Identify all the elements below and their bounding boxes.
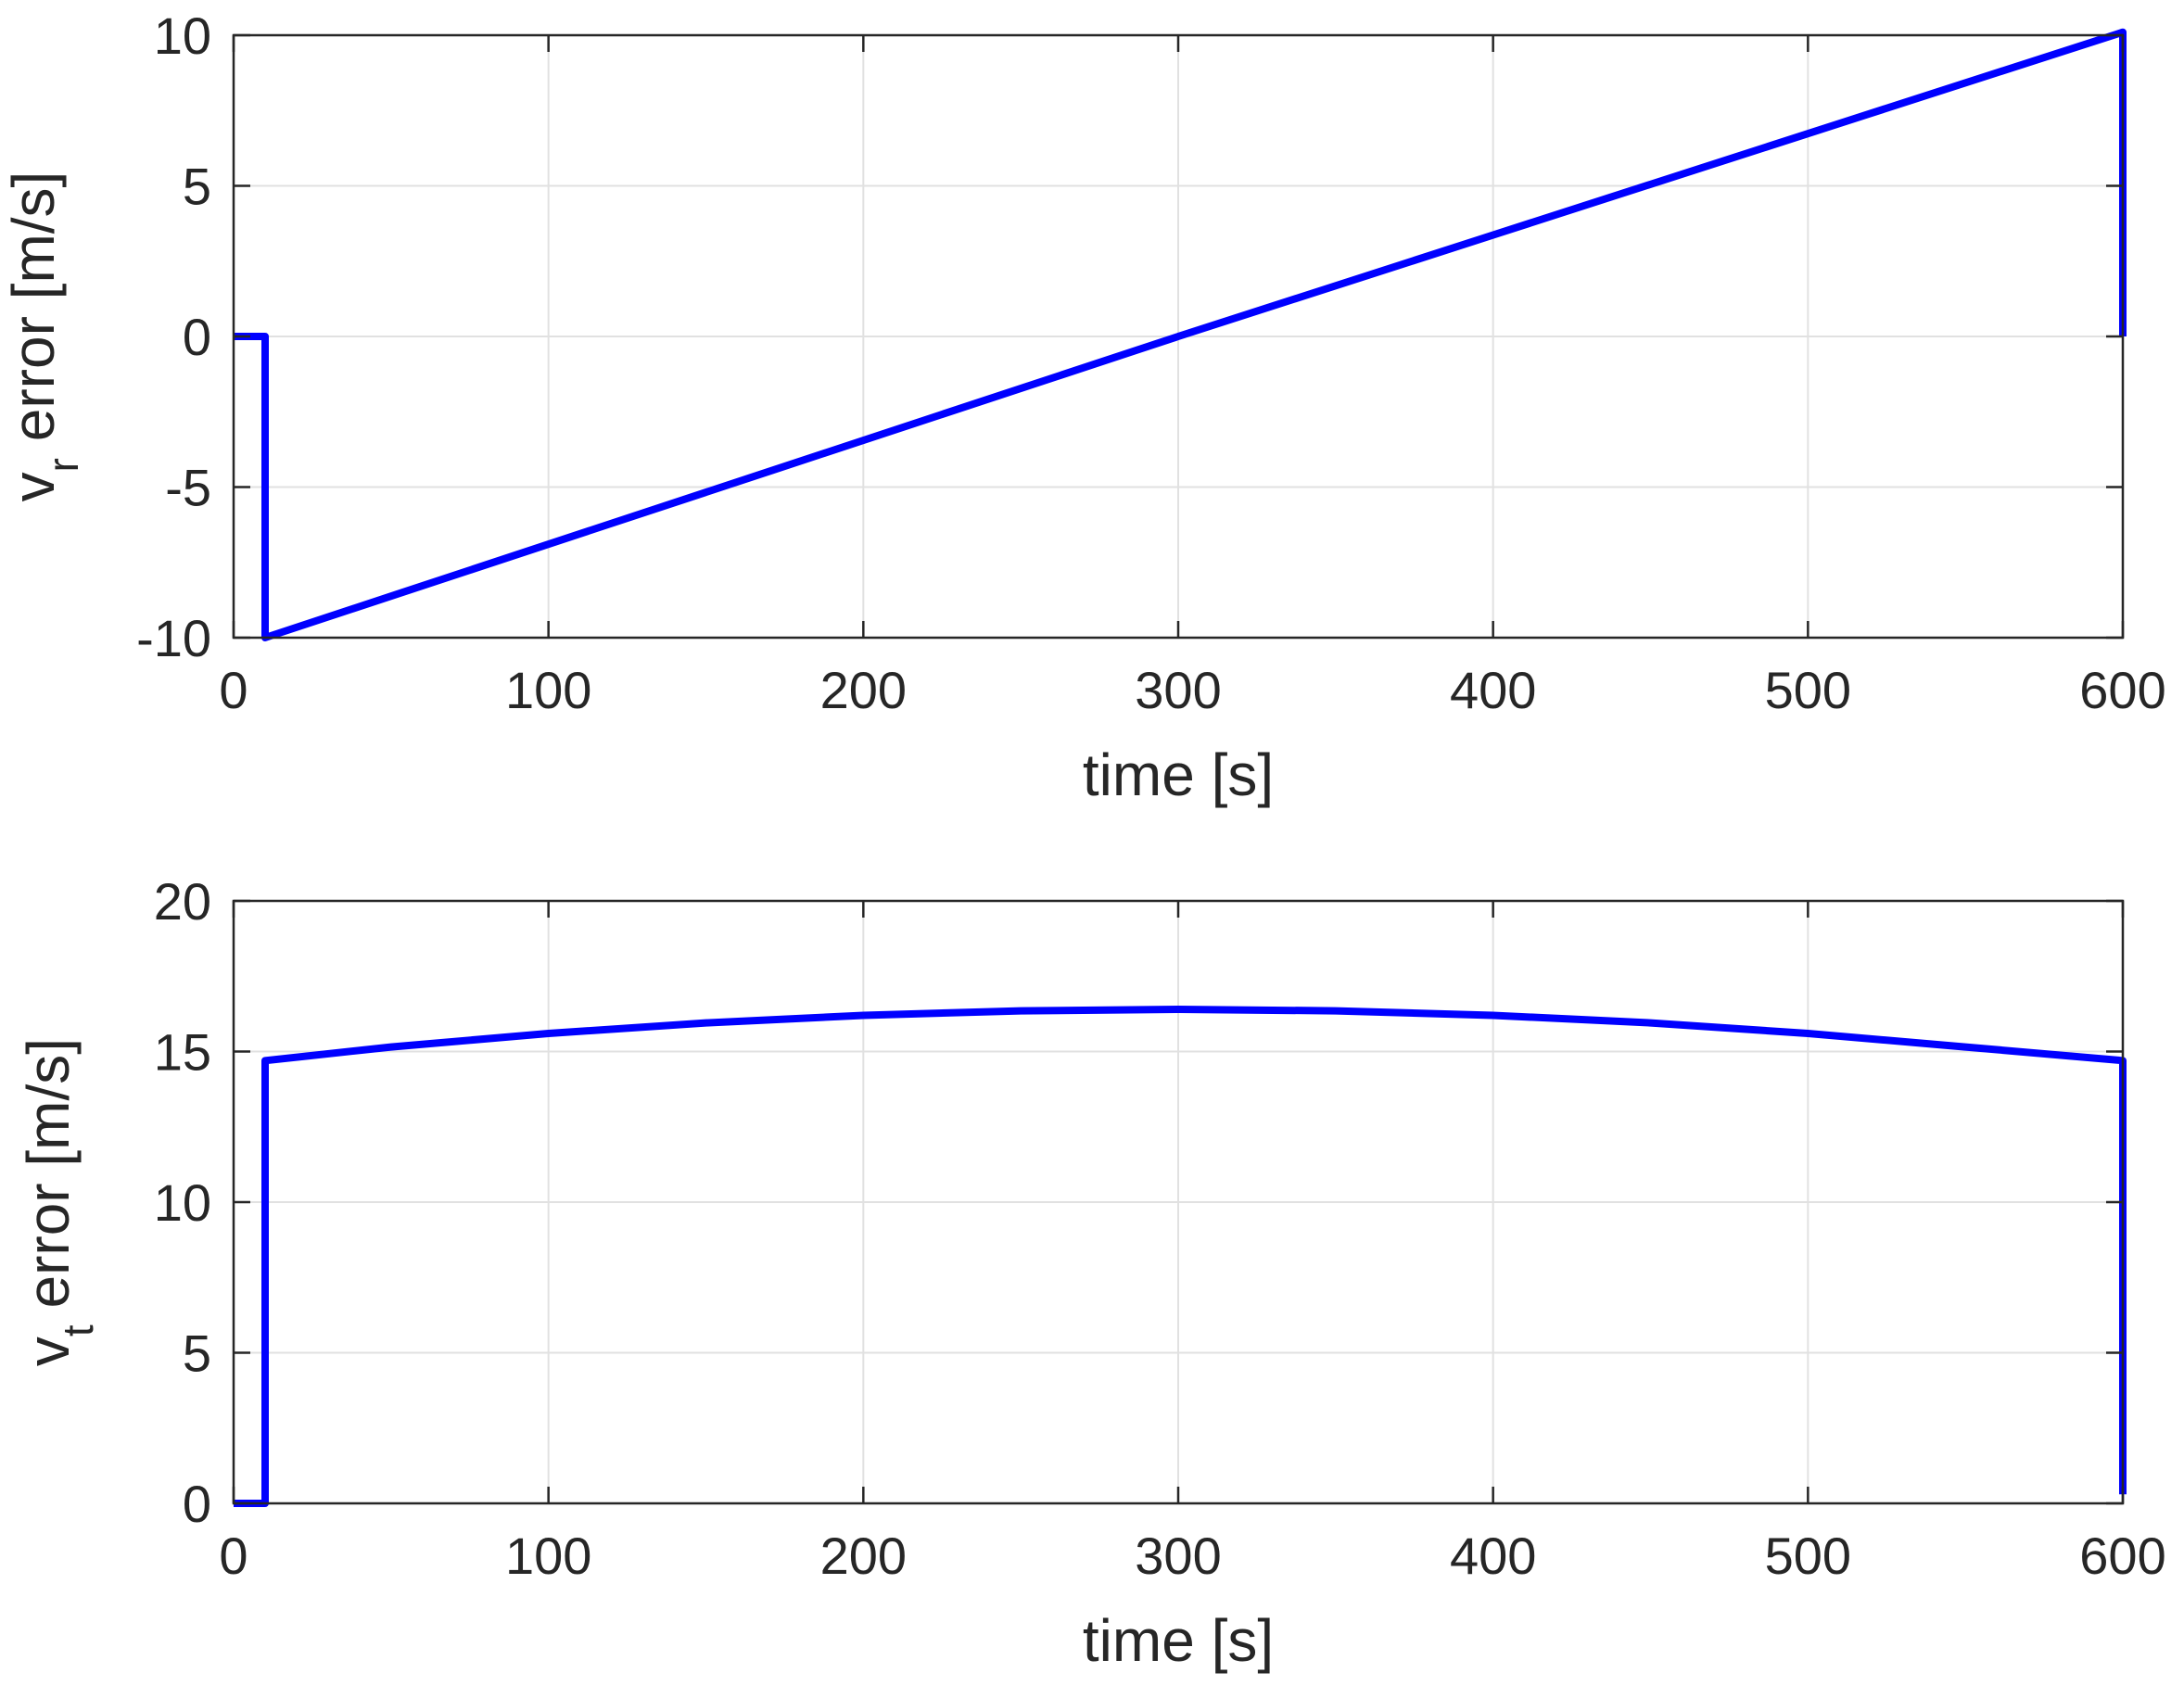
y-axis-label-subscript: t [54, 1324, 102, 1337]
x-tick-label: 400 [1450, 661, 1536, 719]
x-tick-label: 200 [820, 661, 907, 719]
y-axis-label-main: v [0, 472, 67, 501]
x-tick-label: 100 [505, 661, 591, 719]
y-tick-label: 15 [154, 1023, 211, 1082]
y-tick-label: 5 [183, 1324, 211, 1383]
y-tick-label: 20 [154, 872, 211, 931]
y-tick-label: 5 [183, 158, 211, 216]
y-tick-label: 0 [183, 1475, 211, 1533]
y-axis-label-rest: error [m/s] [0, 171, 67, 458]
y-axis-label-subscript: r [39, 458, 87, 472]
y-axis-label: vr error [m/s] [0, 171, 87, 502]
y-axis-label: vt error [m/s] [15, 1038, 102, 1366]
top-chart-vr-error: 0 100 200 300 400 500 600 -10 -5 0 5 10 time [s] vr e… [0, 6, 2166, 808]
y-tick-label: -10 [136, 609, 211, 667]
y-tick-label: 0 [183, 308, 211, 366]
x-tick-label: 0 [219, 661, 248, 719]
x-axis-label: time [s] [1083, 741, 1274, 808]
x-tick-label: 200 [820, 1527, 907, 1585]
x-tick-label: 600 [2079, 1527, 2165, 1585]
y-tick-label: 10 [154, 1173, 211, 1232]
y-tick-label: 10 [154, 6, 211, 65]
x-tick-label: 500 [1765, 1527, 1851, 1585]
x-tick-label: 600 [2079, 661, 2165, 719]
x-tick-label: 0 [219, 1527, 248, 1585]
series-line-0 [234, 1006, 2127, 1507]
y-axis-label-main: v [15, 1337, 82, 1366]
x-tick-label: 400 [1450, 1527, 1536, 1585]
y-axis-label-rest: error [m/s] [15, 1038, 82, 1324]
x-axis-label: time [s] [1083, 1607, 1274, 1674]
x-tick-label: 300 [1135, 1527, 1221, 1585]
x-tick-label: 300 [1135, 661, 1221, 719]
x-tick-label: 100 [505, 1527, 591, 1585]
y-tick-label: -5 [165, 459, 211, 517]
x-tick-label: 500 [1765, 661, 1851, 719]
bottom-chart-vt-error: 0 100 200 300 400 500 600 0 5 10 15 20 time [s] vt er… [15, 872, 2166, 1674]
